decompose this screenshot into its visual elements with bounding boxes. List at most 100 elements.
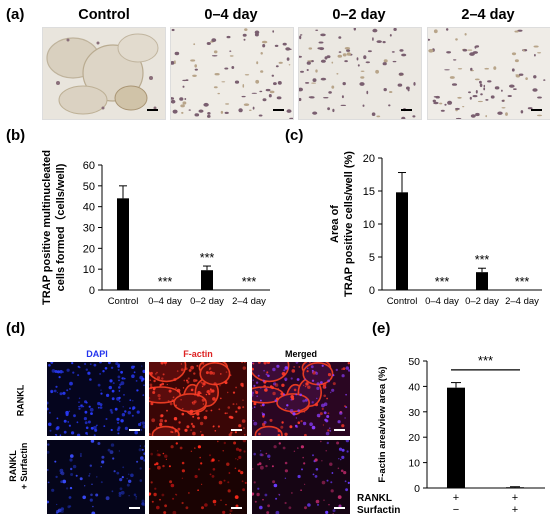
- fluorescent-spot: [108, 362, 111, 365]
- fluorescent-spot: [240, 382, 244, 387]
- fluorescent-spot: [143, 452, 145, 455]
- cell-dot: [446, 51, 451, 54]
- fluorescent-spot: [171, 426, 174, 429]
- cell-dot: [360, 76, 365, 79]
- fluorescent-spot: [244, 362, 246, 364]
- fluorescent-spot: [252, 362, 255, 365]
- cell-dot: [472, 95, 478, 98]
- fluorescent-spot: [302, 399, 306, 403]
- y-tick-label: 0: [369, 285, 375, 297]
- fluorescent-spot: [141, 421, 145, 425]
- x-tick-label: 0–4 day: [425, 296, 459, 307]
- fluorescent-spot: [340, 458, 342, 461]
- fluorescent-spot: [263, 420, 267, 424]
- fluorescent-spot: [341, 374, 345, 378]
- fluorescent-spot: [242, 366, 246, 370]
- fluorescent-spot: [172, 497, 175, 500]
- x-tick-label: 0–2 day: [190, 296, 224, 307]
- fluorescent-spot: [66, 487, 69, 490]
- cell-dot: [323, 97, 329, 99]
- fluorescent-spot: [229, 415, 233, 419]
- fluorescent-spot: [174, 429, 178, 433]
- fluorescent-spot: [47, 401, 49, 405]
- fluorescent-spot: [190, 365, 194, 370]
- fluorescent-spot: [310, 365, 314, 369]
- fluorescent-spot: [193, 393, 197, 396]
- fluorescent-spot: [252, 393, 254, 397]
- fluorescent-spot: [193, 372, 196, 375]
- fluorescent-spot: [60, 509, 64, 513]
- fluorescent-spot: [197, 445, 201, 449]
- fluorescent-spot: [212, 499, 217, 504]
- fluorescent-spot: [156, 450, 159, 452]
- fluorescent-spot: [138, 448, 142, 452]
- fluorescent-spot: [89, 464, 92, 467]
- fluorescent-spot: [118, 494, 122, 497]
- fluorescent-spot: [341, 424, 345, 428]
- cell-dot: [363, 55, 367, 60]
- fluorescent-spot: [56, 391, 58, 394]
- row-header-rankl: RANKL: [357, 493, 392, 504]
- cell-dot: [308, 47, 313, 50]
- fluorescent-spot: [323, 411, 327, 415]
- fluorescent-spot: [315, 468, 319, 471]
- fluorescent-spot: [242, 399, 244, 401]
- fluorescent-spot: [202, 362, 205, 365]
- fluorescent-spot: [133, 493, 137, 497]
- fluorescent-spot: [345, 366, 349, 370]
- cell-dot: [207, 112, 211, 115]
- cell-dot: [226, 35, 231, 39]
- cell-dot: [455, 38, 458, 41]
- fluorescent-spot: [265, 387, 268, 390]
- cell-dot: [282, 42, 287, 46]
- chart-c: 0 5 10 15 20 Area of TRAP positive cells/well …: [329, 151, 542, 307]
- fluorescent-spot: [118, 400, 121, 403]
- x-tick-label: 2–4 day: [505, 296, 539, 307]
- fluorescent-spot: [264, 493, 268, 497]
- fluorescent-spot: [297, 409, 300, 412]
- image-merged-rankl: [252, 362, 350, 436]
- fluorescent-spot: [325, 419, 329, 423]
- fluorescent-spot: [218, 408, 221, 411]
- fluorescent-spot: [338, 504, 342, 508]
- cell-dot: [479, 83, 483, 88]
- cell-dot: [433, 29, 438, 34]
- fluorescent-spot: [111, 490, 114, 493]
- fluorescent-spot: [136, 410, 140, 414]
- fluorescent-spot: [128, 495, 130, 497]
- fluorescent-spot: [266, 362, 271, 364]
- fluorescent-spot: [281, 383, 285, 387]
- fluorescent-spot: [199, 456, 201, 459]
- fluorescent-spot: [152, 386, 156, 390]
- fluorescent-spot: [126, 483, 130, 487]
- fluorescent-spot: [338, 447, 343, 451]
- y-tick-label: 20: [408, 432, 420, 444]
- fluorescent-spot: [260, 399, 262, 402]
- fluorescent-spot: [77, 374, 80, 377]
- cell-dot: [317, 47, 323, 50]
- fluorescent-spot: [261, 403, 265, 407]
- fluorescent-spot: [275, 397, 279, 401]
- fluorescent-spot: [280, 392, 284, 396]
- fluorescent-spot: [204, 503, 208, 507]
- fluorescent-spot: [260, 404, 263, 407]
- fluorescent-spot: [70, 473, 74, 476]
- fluorescent-spot: [258, 432, 261, 436]
- fluorescent-spot: [196, 412, 200, 416]
- cell-dot: [278, 61, 283, 64]
- cell-dot: [505, 112, 508, 116]
- cell-dot: [259, 90, 263, 93]
- cell-dot: [241, 95, 246, 98]
- cell-dot: [181, 111, 184, 114]
- fluorescent-spot: [65, 413, 69, 417]
- fluorescent-spot: [48, 411, 51, 414]
- fluorescent-spot: [104, 367, 108, 370]
- cell-dot: [493, 66, 497, 70]
- fluorescent-spot: [62, 371, 64, 373]
- fluorescent-spot: [159, 383, 162, 387]
- cell-dot: [213, 86, 218, 89]
- image-title-2-4-day: 2–4 day: [461, 7, 515, 23]
- fluorescent-spot: [118, 386, 121, 389]
- micrograph-2-4-day: [427, 27, 550, 120]
- fluorescent-spot: [97, 442, 101, 445]
